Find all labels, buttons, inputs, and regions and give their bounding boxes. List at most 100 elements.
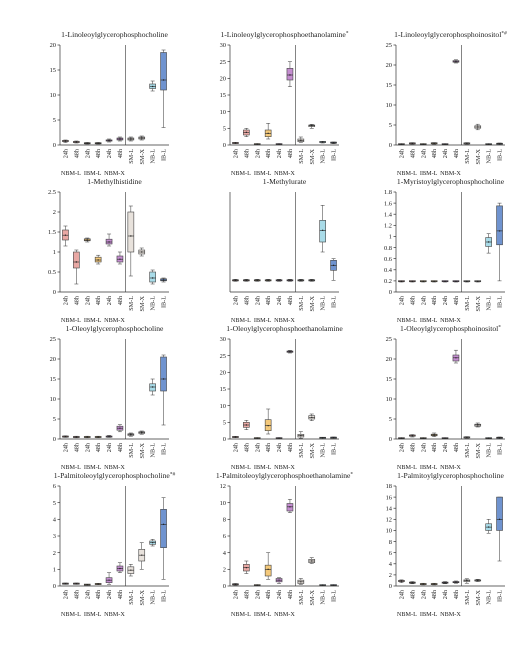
- y-tick-label: 4: [53, 517, 57, 524]
- group-label: NBM-X: [440, 611, 461, 618]
- x-tick-label: 24h: [62, 442, 69, 452]
- box-mean-point: [256, 437, 258, 439]
- box-48h: [286, 279, 294, 282]
- y-tick-label: 25: [220, 59, 226, 66]
- box-mean-point: [256, 279, 258, 282]
- group-label: IBM-L: [420, 464, 438, 471]
- box-mean-point: [267, 424, 269, 427]
- y-tick-label: 25: [386, 42, 392, 49]
- x-tick-label: 48h: [409, 442, 416, 452]
- y-tick-label: 1.2: [384, 223, 392, 230]
- box-48h: [94, 254, 102, 265]
- box-mean-point: [321, 229, 324, 232]
- x-tick-label: SM-L: [464, 590, 471, 605]
- box-IB-L: [496, 436, 503, 439]
- box-24h: [105, 435, 113, 438]
- box-body: [160, 509, 167, 548]
- x-tick-label: 48h: [409, 589, 416, 599]
- group-label: NBM-L: [231, 464, 251, 471]
- y-tick-label: 0.4: [384, 267, 393, 274]
- x-tick-label: 24h: [276, 442, 283, 452]
- box-24h: [232, 436, 239, 438]
- box-mean-point: [267, 132, 269, 135]
- x-tick-label: 48h: [287, 442, 294, 452]
- box-body: [127, 211, 135, 253]
- x-tick-label: IB-L: [331, 443, 338, 455]
- box-mean-point: [245, 131, 248, 134]
- box-mean-point: [411, 581, 414, 584]
- x-tick-label: 48h: [73, 295, 80, 305]
- box-SM-X: [474, 280, 482, 283]
- y-tick-label: 1: [389, 234, 392, 241]
- box-body: [286, 68, 294, 81]
- panel-6: 1-Myristoylglycerophosphocholine 0 0.2 0.4 0…: [384, 177, 505, 324]
- x-tick-label: 48h: [287, 295, 294, 305]
- box-mean-point: [311, 416, 313, 419]
- group-label: NBM-X: [274, 170, 295, 177]
- box-NB-L: [319, 436, 326, 439]
- y-tick-label: 15: [50, 376, 56, 383]
- box-mean-point: [108, 241, 110, 243]
- x-tick-label: NB-L: [486, 296, 493, 311]
- box-mean-point: [477, 579, 479, 582]
- box-mean-point: [119, 427, 121, 429]
- x-tick-label: IB-L: [497, 590, 504, 602]
- group-label: NBM-L: [231, 611, 251, 618]
- box-IB-L: [160, 497, 167, 580]
- panel-12: 1-Palmitoylglycerophosphocholine 0 2 4 6 8 10 1…: [386, 471, 505, 618]
- box-mean-point: [433, 280, 435, 283]
- y-tick-label: 5: [53, 117, 56, 124]
- x-tick-label: SM-X: [309, 295, 316, 311]
- x-tick-label: 24h: [232, 589, 239, 599]
- x-tick-label: SM-L: [298, 296, 305, 311]
- box-SM-L: [463, 578, 471, 584]
- box-mean-point: [108, 435, 110, 438]
- x-tick-label: 24h: [276, 589, 283, 599]
- y-tick-label: 0: [389, 436, 392, 443]
- box-48h: [286, 499, 294, 513]
- x-tick-label: IB-L: [331, 296, 338, 308]
- y-tick-label: 6: [223, 533, 226, 540]
- x-tick-label: SM-L: [464, 149, 471, 164]
- box-mean-point: [151, 386, 154, 388]
- box-24h: [105, 233, 113, 247]
- x-tick-label: 24h: [420, 148, 427, 158]
- box-mean-point: [444, 437, 446, 439]
- box-mean-point: [130, 235, 132, 237]
- box-mean-point: [332, 141, 335, 144]
- box-48h: [452, 349, 460, 364]
- box-mean-point: [466, 579, 468, 582]
- y-tick-label: 0.6: [384, 256, 392, 263]
- group-label: NBM-X: [104, 611, 125, 618]
- box-24h: [398, 143, 405, 146]
- x-tick-label: NB-L: [150, 149, 157, 164]
- panel-title: 1-Oleoylglycerophosphoinositol*: [400, 324, 501, 333]
- box-48h: [116, 424, 124, 433]
- y-tick-label: 1.4: [384, 211, 393, 218]
- x-tick-label: 24h: [420, 295, 427, 305]
- panel-title: 1-Linoleoylglycerophosphoinositol*#: [394, 30, 507, 39]
- group-label: NBM-X: [104, 317, 125, 324]
- y-tick-label: 25: [386, 336, 392, 343]
- box-mean-point: [444, 581, 446, 584]
- box-48h: [116, 562, 124, 573]
- x-tick-label: 48h: [431, 589, 438, 599]
- box-24h: [275, 279, 283, 282]
- box-mean-point: [433, 142, 435, 145]
- box-mean-point: [332, 436, 335, 439]
- box-48h: [243, 128, 250, 137]
- box-mean-point: [234, 436, 237, 438]
- x-tick-label: 24h: [420, 589, 427, 599]
- box-IB-L: [496, 142, 503, 145]
- box-48h: [430, 582, 438, 586]
- y-tick-label: 12: [220, 483, 226, 490]
- y-tick-label: 5: [53, 500, 56, 507]
- y-tick-label: 10: [220, 500, 226, 507]
- group-label: IBM-L: [420, 317, 438, 324]
- x-tick-label: SM-X: [309, 442, 316, 458]
- box-mean-point: [75, 582, 78, 585]
- x-tick-label: IB-L: [497, 296, 504, 308]
- x-tick-label: NB-L: [486, 443, 493, 458]
- box-mean-point: [162, 279, 165, 281]
- y-tick-label: 20: [386, 62, 392, 69]
